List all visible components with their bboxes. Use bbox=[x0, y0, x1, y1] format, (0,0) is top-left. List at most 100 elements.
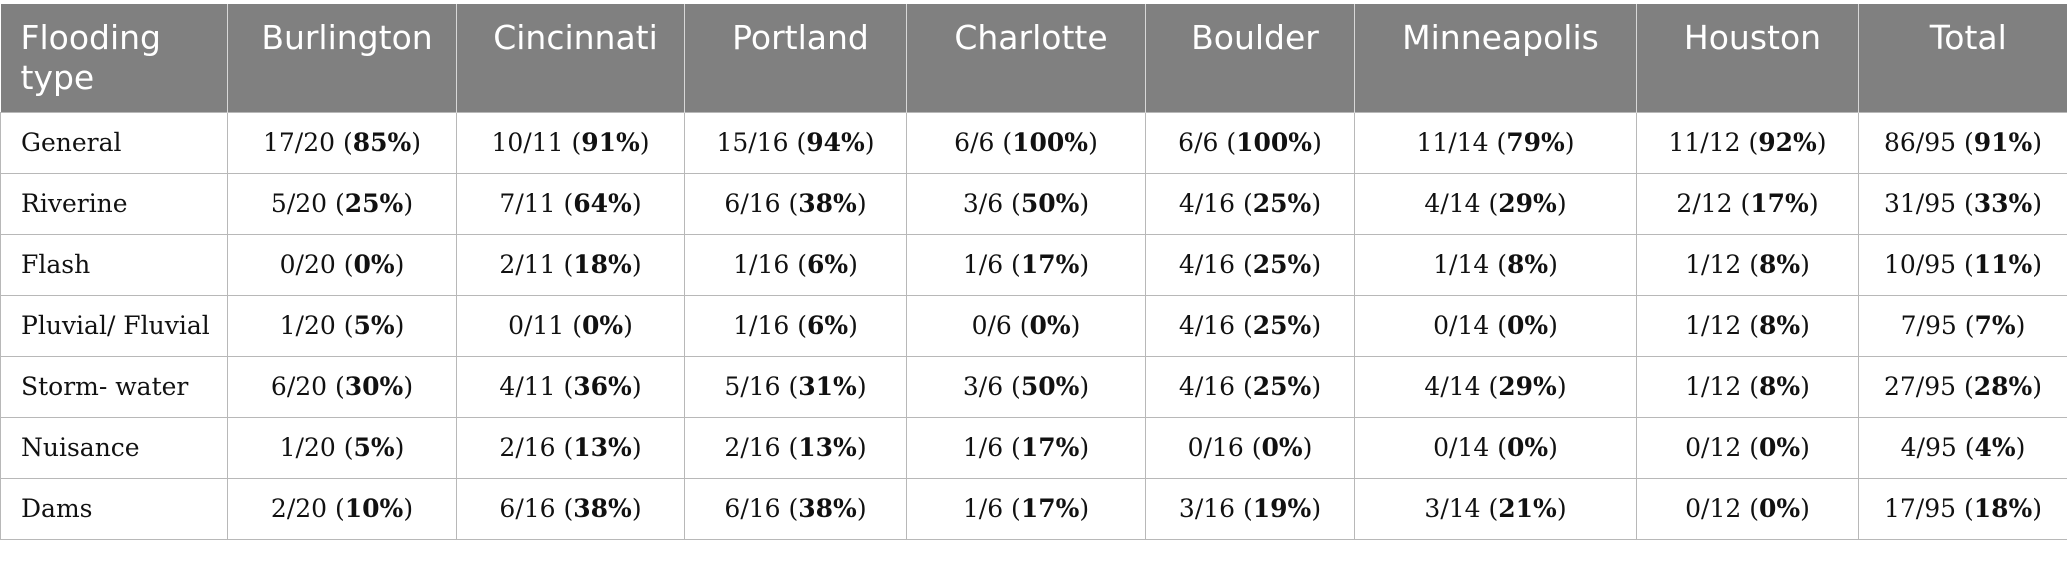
table-row: Dams 2/20 (10%) 6/16 (38%) 6/16 (38%) 1/6 (1… bbox=[0, 477, 2067, 540]
cell-close-paren: ) bbox=[1311, 189, 1322, 218]
table-cell: 10/11 (91%) bbox=[456, 111, 685, 174]
cell-percent: 25% bbox=[1252, 311, 1312, 340]
cell-count: 4/95 ( bbox=[1900, 433, 1975, 462]
table-cell: 11/12 (92%) bbox=[1636, 111, 1859, 174]
cell-percent: 28% bbox=[1973, 372, 2033, 401]
table-cell: 6/6 (100%) bbox=[906, 111, 1146, 174]
cell-percent: 4% bbox=[1974, 433, 2016, 462]
table-cell: 4/95 (4%) bbox=[1858, 416, 2067, 479]
cell-count: 4/11 ( bbox=[499, 372, 574, 401]
cell-count: 10/95 ( bbox=[1883, 250, 1974, 279]
table-cell: 2/20 (10%) bbox=[227, 477, 457, 540]
cell-close-paren: ) bbox=[848, 250, 858, 279]
table-row: Nuisance 1/20 (5%) 2/16 (13%) 2/16 (13%) 1/6… bbox=[0, 416, 2067, 479]
table-cell: 3/16 (19%) bbox=[1145, 477, 1355, 540]
table-cell: 5/16 (31%) bbox=[684, 355, 907, 418]
cell-close-paren: ) bbox=[2032, 128, 2043, 157]
cell-count: 17/95 ( bbox=[1883, 494, 1974, 523]
table-cell: 3/6 (50%) bbox=[906, 355, 1146, 418]
row-label: General bbox=[0, 111, 228, 174]
cell-count: 5/16 ( bbox=[724, 372, 799, 401]
row-label: Dams bbox=[0, 477, 228, 540]
cell-count: 6/6 ( bbox=[954, 128, 1013, 157]
table-cell: 17/20 (85%) bbox=[227, 111, 457, 174]
header-flooding-type: Flooding type bbox=[0, 4, 228, 112]
cell-close-paren: ) bbox=[1556, 189, 1567, 218]
cell-percent: 17% bbox=[1020, 250, 1080, 279]
table-cell: 3/6 (50%) bbox=[906, 172, 1146, 235]
cell-count: 3/6 ( bbox=[962, 372, 1021, 401]
table-cell: 10/95 (11%) bbox=[1858, 233, 2067, 296]
table-cell: 4/11 (36%) bbox=[456, 355, 685, 418]
table-cell: 1/20 (5%) bbox=[227, 294, 457, 357]
cell-close-paren: ) bbox=[631, 189, 642, 218]
cell-close-paren: ) bbox=[2015, 311, 2026, 340]
cell-count: 1/16 ( bbox=[733, 311, 807, 340]
row-label: Nuisance bbox=[0, 416, 228, 479]
cell-count: 11/12 ( bbox=[1668, 128, 1759, 157]
cell-percent: 6% bbox=[806, 250, 849, 279]
row-label: Storm- water bbox=[0, 355, 228, 418]
cell-close-paren: ) bbox=[1070, 311, 1081, 340]
cell-close-paren: ) bbox=[631, 433, 642, 462]
cell-percent: 29% bbox=[1498, 372, 1557, 401]
table-cell: 6/6 (100%) bbox=[1145, 111, 1355, 174]
cell-percent: 94% bbox=[806, 128, 865, 157]
cell-percent: 18% bbox=[1973, 494, 2033, 523]
cell-close-paren: ) bbox=[1816, 128, 1827, 157]
cell-percent: 17% bbox=[1020, 494, 1080, 523]
cell-percent: 8% bbox=[1758, 250, 1801, 279]
cell-percent: 25% bbox=[1252, 189, 1312, 218]
cell-count: 0/11 ( bbox=[508, 311, 582, 340]
cell-close-paren: ) bbox=[1548, 311, 1558, 340]
cell-close-paren: ) bbox=[1311, 494, 1322, 523]
table-cell: 1/12 (8%) bbox=[1636, 294, 1859, 357]
cell-close-paren: ) bbox=[848, 311, 858, 340]
cell-count: 6/16 ( bbox=[724, 189, 799, 218]
table-cell: 7/11 (64%) bbox=[456, 172, 685, 235]
table-cell: 31/95 (33%) bbox=[1858, 172, 2067, 235]
row-label: Riverine bbox=[0, 172, 228, 235]
cell-count: 1/20 ( bbox=[279, 433, 354, 462]
cell-close-paren: ) bbox=[1800, 311, 1810, 340]
cell-close-paren: ) bbox=[1800, 433, 1810, 462]
cell-close-paren: ) bbox=[1800, 250, 1810, 279]
cell-close-paren: ) bbox=[403, 189, 414, 218]
cell-close-paren: ) bbox=[639, 128, 650, 157]
cell-count: 1/12 ( bbox=[1685, 311, 1759, 340]
cell-percent: 0% bbox=[1261, 433, 1303, 462]
cell-count: 2/11 ( bbox=[499, 250, 574, 279]
cell-close-paren: ) bbox=[1800, 494, 1810, 523]
cell-count: 31/95 ( bbox=[1883, 189, 1974, 218]
cell-percent: 91% bbox=[581, 128, 640, 157]
table-cell: 6/16 (38%) bbox=[684, 172, 907, 235]
table-cell: 4/16 (25%) bbox=[1145, 233, 1355, 296]
cell-close-paren: ) bbox=[394, 433, 405, 462]
cell-count: 2/16 ( bbox=[724, 433, 799, 462]
table-cell: 1/6 (17%) bbox=[906, 233, 1146, 296]
cell-close-paren: ) bbox=[856, 494, 867, 523]
cell-close-paren: ) bbox=[2015, 433, 2026, 462]
cell-count: 0/6 ( bbox=[971, 311, 1030, 340]
cell-count: 6/16 ( bbox=[499, 494, 574, 523]
cell-close-paren: ) bbox=[1311, 250, 1322, 279]
cell-close-paren: ) bbox=[1079, 250, 1090, 279]
flooding-table-container: Flooding type Burlington Cincinnati Port… bbox=[0, 4, 2067, 540]
cell-percent: 36% bbox=[573, 372, 632, 401]
cell-close-paren: ) bbox=[1556, 494, 1567, 523]
cell-percent: 18% bbox=[573, 250, 632, 279]
header-total: Total bbox=[1858, 4, 2067, 112]
cell-percent: 8% bbox=[1506, 250, 1549, 279]
cell-close-paren: ) bbox=[1312, 128, 1322, 157]
cell-count: 4/14 ( bbox=[1424, 372, 1499, 401]
cell-close-paren: ) bbox=[856, 433, 867, 462]
table-row: General 17/20 (85%) 10/11 (91%) 15/16 (94%)… bbox=[0, 111, 2067, 174]
cell-percent: 13% bbox=[798, 433, 857, 462]
table-cell: 17/95 (18%) bbox=[1858, 477, 2067, 540]
cell-percent: 17% bbox=[1020, 433, 1080, 462]
cell-count: 6/20 ( bbox=[270, 372, 345, 401]
table-cell: 1/20 (5%) bbox=[227, 416, 457, 479]
table-cell: 1/12 (8%) bbox=[1636, 233, 1859, 296]
cell-count: 2/12 ( bbox=[1676, 189, 1751, 218]
cell-count: 4/16 ( bbox=[1178, 250, 1253, 279]
